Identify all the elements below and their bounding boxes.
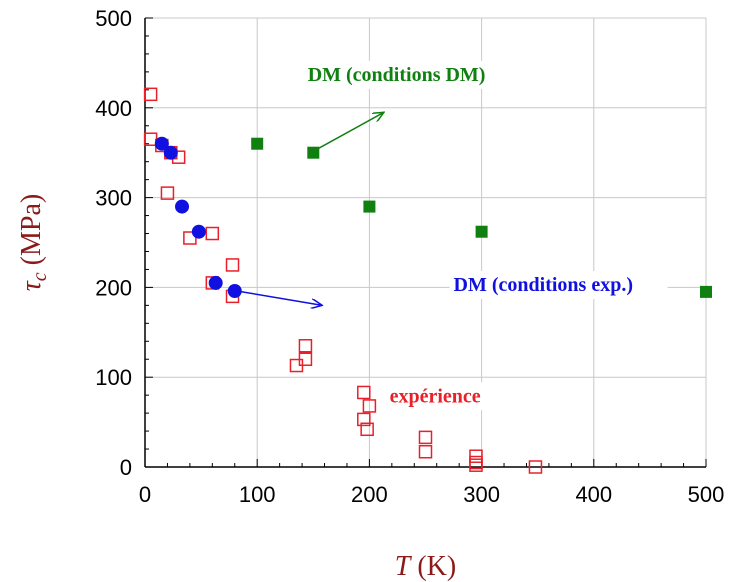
y-tick-label: 300: [95, 186, 132, 211]
ticks: 0 100 200 300 400 500 0 100 200 300 400 500: [95, 6, 724, 507]
y-axis-label: τc (MPa): [16, 194, 51, 291]
point-experience: [205, 226, 220, 241]
annotation-arrow: [236, 290, 322, 305]
annotation-label: DM (conditions exp.): [454, 274, 633, 296]
point-experience: [360, 422, 374, 437]
annotation-labels: DM (conditions DM) DM (conditions exp.) ex…: [303, 60, 668, 411]
annotation-label: expérience: [390, 385, 481, 407]
y-tick-label: 0: [120, 455, 132, 480]
x-axis-unit: (K): [410, 551, 456, 582]
point-dm-exp: [154, 136, 169, 151]
point-experience: [143, 87, 158, 102]
annotation-label-bg: [385, 382, 499, 411]
point-dm-exp: [163, 145, 178, 160]
x-tick-label: 500: [688, 482, 725, 507]
point-dm-dm: [307, 146, 320, 159]
y-tick-label: 200: [95, 275, 132, 300]
point-experience: [225, 258, 240, 272]
point-dm-dm: [251, 137, 264, 150]
y-tick-label: 100: [95, 365, 132, 390]
point-dm-exp: [208, 275, 223, 290]
point-experience: [298, 339, 313, 353]
x-tick-label: 100: [239, 482, 276, 507]
annotation-label: DM (conditions DM): [308, 64, 486, 86]
point-dm-exp: [191, 224, 206, 239]
point-experience: [357, 412, 371, 427]
point-experience: [362, 399, 377, 413]
y-axis-subscript: c: [29, 272, 51, 281]
y-tick-label: 500: [95, 6, 132, 31]
y-axis-unit: (MPa): [16, 194, 47, 273]
annotation-label-bg: [303, 60, 501, 89]
x-tick-label: 200: [351, 482, 388, 507]
point-dm-exp: [175, 199, 190, 214]
y-tick-label: 400: [95, 96, 132, 121]
annotation-label-bg: [449, 270, 668, 299]
point-experience: [469, 458, 483, 472]
point-dm-dm: [475, 225, 488, 238]
point-experience: [357, 385, 371, 400]
point-experience: [160, 186, 175, 200]
x-tick-label: 400: [575, 482, 612, 507]
x-axis-symbol: T: [395, 551, 413, 582]
x-axis-label: T (K): [395, 551, 456, 582]
point-experience: [298, 352, 313, 366]
point-experience: [143, 132, 158, 146]
point-dm-dm: [363, 200, 376, 213]
point-dm-dm: [700, 285, 712, 298]
x-tick-label: 300: [463, 482, 500, 507]
annotation-arrow: [318, 112, 384, 149]
point-dm-exp: [227, 283, 242, 298]
annotation-arrows: [236, 112, 384, 305]
x-tick-label: 0: [139, 482, 151, 507]
point-experience: [528, 460, 543, 474]
y-axis-symbol: τ: [16, 280, 47, 291]
point-experience: [418, 444, 433, 459]
point-experience: [418, 430, 433, 445]
